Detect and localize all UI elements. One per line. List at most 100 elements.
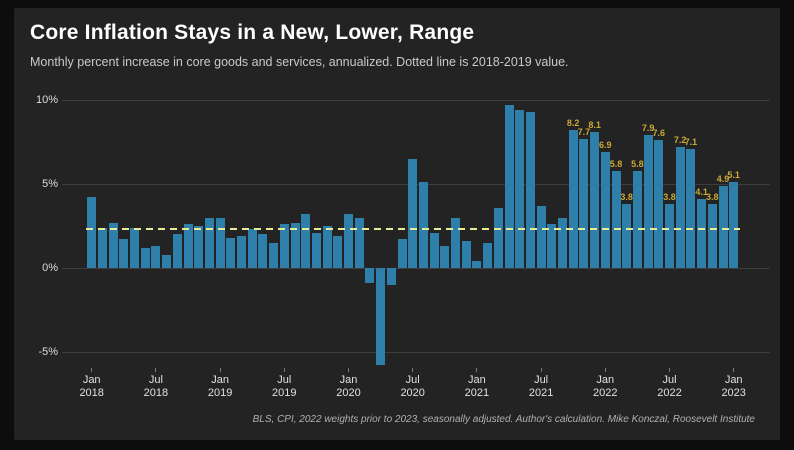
bar [301,214,311,268]
bar [119,239,129,268]
x-axis-tick-mark [540,368,542,372]
bar-value-label: 7.6 [652,128,666,139]
bar [290,222,300,268]
bar [183,224,193,268]
x-axis-tick-mark [91,368,93,372]
gridline-10 [62,100,770,101]
y-axis-tick-label: 0% [42,262,58,274]
x-tick-month: Jul [662,374,677,386]
bar [247,229,257,268]
x-axis-tick-label: Jul 2021 [517,374,565,400]
bar [697,199,707,268]
bar [333,236,343,268]
bar [590,131,600,268]
source-note: BLS, CPI, 2022 weights prior to 2023, se… [252,414,755,425]
y-axis-tick-label: 5% [42,178,58,190]
x-axis-tick-mark [733,368,735,372]
bar [675,147,685,268]
x-tick-month: Jul [277,374,292,386]
bar [376,268,386,366]
x-axis-tick-label: Jan 2022 [581,374,629,400]
x-axis-tick-mark [412,368,414,372]
x-tick-month: Jan [211,374,229,386]
bar-value-label: 3.8 [620,192,633,203]
bar [729,182,739,268]
x-tick-year: 2023 [721,387,746,399]
bar [472,261,482,268]
x-tick-month: Jul [148,374,163,386]
x-axis-tick-label: Jul 2018 [132,374,180,400]
bar [237,236,246,268]
x-axis-tick-mark [219,368,221,372]
bar [108,222,118,268]
x-axis-tick-label: Jan 2019 [196,374,244,400]
bar [194,226,204,268]
bar [322,226,332,268]
chart-subtitle: Monthly percent increase in core goods a… [30,55,569,69]
bar-value-label: 5.1 [727,170,740,181]
bar [536,205,546,268]
x-tick-month: Jan [468,374,486,386]
bar [365,268,375,284]
bar [344,214,353,268]
x-tick-year: 2019 [272,387,297,399]
bar [515,110,525,268]
bar [87,197,97,268]
bar [558,217,567,268]
bar [172,234,182,268]
x-tick-month: Jan [82,374,101,386]
x-axis-tick-label: Jan 2023 [710,374,758,400]
x-tick-month: Jan [339,374,358,386]
bar [525,111,535,268]
bar [151,246,161,268]
bar-value-label: 5.8 [631,158,644,169]
bar-value-label: 6.9 [599,140,612,151]
x-tick-month: Jan [724,374,743,386]
bar [493,207,503,268]
x-axis-tick-label: Jan 2021 [453,374,501,400]
bar [611,170,621,268]
bar [643,135,653,268]
x-axis-tick-label: Jan 2018 [68,374,116,400]
bar [440,246,450,268]
bar [354,217,364,268]
bar [686,148,696,268]
bar [429,232,439,268]
x-axis-tick-mark [669,368,670,372]
bar-value-label: 7.2 [673,135,687,145]
x-axis-tick-mark [283,368,285,372]
bar [654,140,664,268]
y-axis-tick-label: -5% [38,346,58,358]
x-axis-tick-label: Jul 2020 [389,374,437,400]
bar [418,182,428,268]
bar [269,242,279,268]
y-axis-tick-label: 10% [35,94,58,106]
bar-value-label: 7.9 [641,123,655,134]
x-tick-year: 2018 [79,387,104,399]
bar [397,239,407,268]
x-axis-tick-mark [476,368,478,372]
x-tick-year: 2021 [464,387,490,399]
chart-title: Core Inflation Stays in a New, Lower, Ra… [30,21,475,44]
bar [622,204,632,268]
bar [718,185,728,268]
bar [258,234,268,268]
gridline--5 [62,352,770,353]
x-tick-month: Jan [596,374,615,386]
bar [162,254,172,268]
bar [483,242,493,268]
bar [215,217,225,268]
bar [311,232,321,268]
bar [386,268,396,285]
x-axis-tick-mark [348,368,349,372]
bar [461,241,471,268]
bar [204,217,214,268]
bar [130,227,139,268]
x-axis-tick-label: Jan 2020 [325,374,373,400]
bar [632,170,642,268]
bar-value-label: 7.7 [577,126,591,137]
x-tick-year: 2020 [400,387,425,399]
bar [140,247,150,268]
x-tick-year: 2018 [143,387,169,399]
x-axis-tick-label: Jul 2022 [646,374,694,400]
